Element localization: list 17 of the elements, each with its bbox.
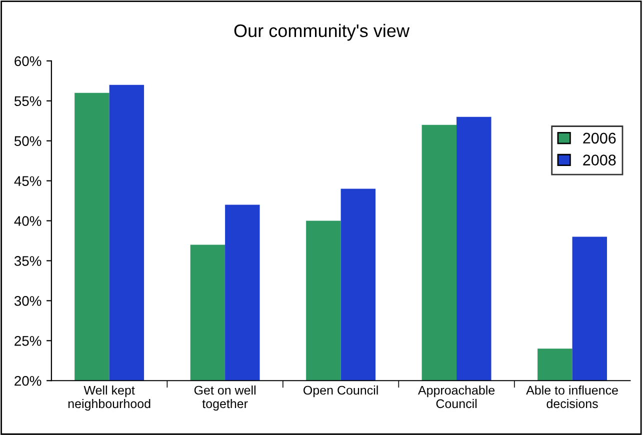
x-tick-label: Approachable Council	[418, 385, 495, 408]
legend-label: 2008	[583, 154, 616, 166]
y-tick-label: 40%	[14, 216, 42, 226]
y-tick-label: 20%	[14, 376, 42, 386]
x-tick-label: Get on well together	[194, 385, 256, 411]
y-tick-label: 60%	[14, 56, 42, 66]
y-tick-label: 30%	[14, 296, 42, 306]
y-tick-label: 25%	[14, 336, 42, 346]
y-tick-label: 35%	[14, 256, 42, 266]
x-tick-label: Able to influence decisions	[526, 385, 618, 408]
chart-title: Our community's view	[234, 24, 410, 41]
y-tick-label: 45%	[14, 176, 42, 186]
legend-label: 2006	[583, 132, 616, 144]
x-tick-label: Well kept neighbourhood	[68, 385, 150, 411]
x-tick-label: Open Council	[304, 385, 378, 398]
y-tick-label: 50%	[14, 136, 42, 146]
y-tick-label: 55%	[14, 96, 42, 106]
